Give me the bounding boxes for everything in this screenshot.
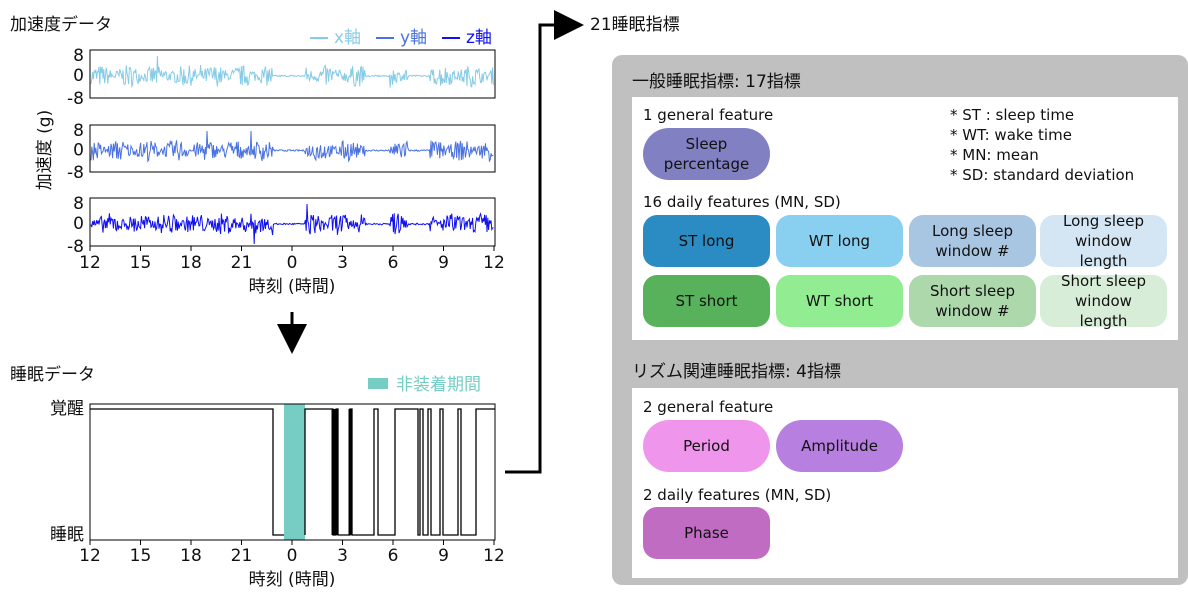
sleep-trace <box>90 408 495 536</box>
note: * ST : sleep time <box>950 106 1075 124</box>
x-tick-label: 3 <box>337 546 348 566</box>
note: * SD: standard deviation <box>950 166 1135 184</box>
feature-box: Long sleep window length <box>1040 212 1167 270</box>
legend-swatch <box>368 378 388 389</box>
x-tick-label: 9 <box>438 546 449 566</box>
y-tick-label: -8 <box>67 237 84 257</box>
plot-frame <box>89 49 496 99</box>
legend-label: y軸 <box>400 28 427 48</box>
y-tick-label: 8 <box>73 194 84 214</box>
feature-box: Long sleep window # <box>909 215 1036 267</box>
group-label: 1 general feature <box>643 106 774 124</box>
y-tick-label: 0 <box>73 66 84 86</box>
legend: x軸 y軸 z軸 <box>310 28 492 48</box>
x-tick-label: 9 <box>438 253 449 273</box>
y-tick-label: 覚醒 <box>50 399 84 419</box>
legend-label: 非装着期間 <box>396 375 481 395</box>
x-tick-label: 3 <box>337 253 348 273</box>
x-tick-label: 12 <box>79 546 101 566</box>
section-title: 一般睡眠指標: 17指標 <box>632 72 801 92</box>
x-tick-label: 12 <box>79 253 101 273</box>
x-tick-label: 18 <box>180 253 202 273</box>
x-tick-label: 21 <box>231 546 253 566</box>
x-tick-label: 15 <box>130 253 152 273</box>
x-tick-label: 18 <box>180 546 202 566</box>
signal-trace <box>90 55 494 89</box>
feature-box: Period <box>643 420 770 472</box>
y-tick-label: 8 <box>73 46 84 66</box>
y-tick-label: 0 <box>73 141 84 161</box>
notes: * ST : sleep time * WT: wake time * MN: me… <box>950 106 1134 186</box>
legend-label: x軸 <box>334 28 361 48</box>
y-tick-label: 0 <box>73 214 84 234</box>
x-tick-label: 12 <box>483 546 505 566</box>
legend-label: z軸 <box>466 28 492 48</box>
group-label: 2 general feature <box>643 398 774 416</box>
group-label: 16 daily features (MN, SD) <box>643 193 841 211</box>
x-ticks: 12 15 18 21 0 3 6 9 12 <box>79 540 505 566</box>
x-tick-label: 6 <box>388 253 399 273</box>
x-tick-label: 15 <box>130 546 152 566</box>
y-tick-label: -8 <box>67 163 84 183</box>
y-axis-label: 加速度 (g) <box>35 110 55 190</box>
y-tick-label: 8 <box>73 121 84 141</box>
x-tick-label: 21 <box>231 253 253 273</box>
signal-trace <box>90 130 494 163</box>
feature-box: ST short <box>643 275 770 327</box>
accel-panels: 80-880-880-812 15 18 21 0 3 6 9 12 <box>67 46 505 273</box>
x-axis-label: 時刻 (時間) <box>249 570 336 590</box>
y-tick-label: -8 <box>67 89 84 109</box>
sleep-trace-bold <box>331 409 352 535</box>
feature-box: WT long <box>776 215 903 267</box>
x-tick-label: 12 <box>483 253 505 273</box>
nonwear-band <box>284 404 305 540</box>
x-axis-label: 時刻 (時間) <box>249 277 336 297</box>
sleep-title: 睡眠データ <box>10 364 95 385</box>
note: * MN: mean <box>950 146 1039 164</box>
feature-box: ST long <box>643 215 770 267</box>
feature-box: WT short <box>776 275 903 327</box>
note: * WT: wake time <box>950 126 1072 144</box>
feature-box: Short sleep window length <box>1040 272 1167 330</box>
output-title: 21睡眠指標 <box>590 15 680 35</box>
x-tick-label: 0 <box>287 253 298 273</box>
signal-trace <box>90 203 494 245</box>
group-label: 2 daily features (MN, SD) <box>643 486 832 504</box>
accel-title: 加速度データ <box>10 14 112 35</box>
y-tick-label: 睡眠 <box>50 525 84 545</box>
plot-frame <box>89 124 496 173</box>
x-tick-label: 6 <box>388 546 399 566</box>
feature-box: Phase <box>643 507 770 559</box>
x-tick-label: 0 <box>287 546 298 566</box>
feature-box: Short sleep window # <box>909 275 1036 327</box>
arrow <box>505 10 584 474</box>
feature-box: Sleep percentage <box>643 128 770 180</box>
feature-box: Amplitude <box>776 420 903 472</box>
section-title: リズム関連睡眠指標: 4指標 <box>632 362 841 382</box>
